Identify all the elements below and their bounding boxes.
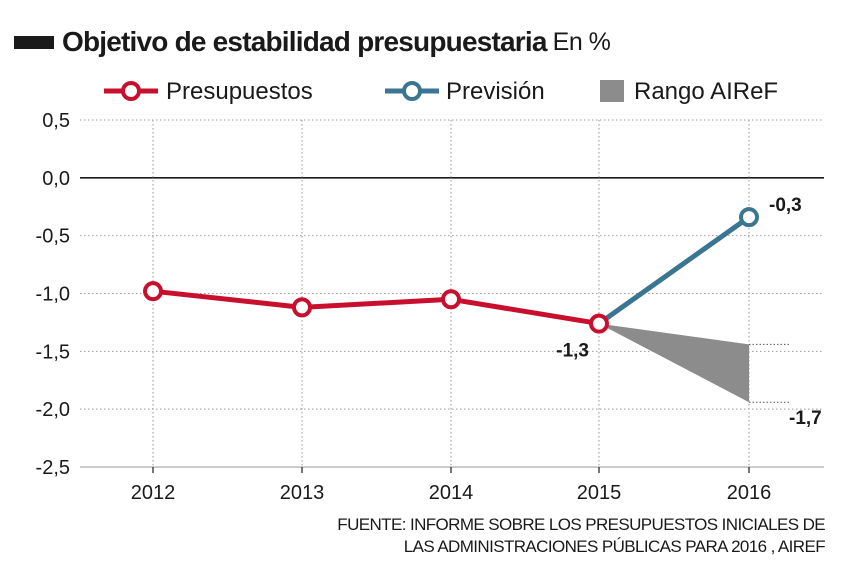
y-tick-label: -0,5 bbox=[36, 226, 70, 248]
legend-label-presupuestos: Presupuestos bbox=[166, 78, 313, 105]
legend: Presupuestos Previsión Rango AIReF bbox=[104, 78, 778, 105]
title-bar-marker bbox=[14, 35, 54, 49]
legend-marker-prevision bbox=[402, 81, 422, 101]
x-tick-label: 2013 bbox=[280, 482, 325, 504]
series-lines bbox=[143, 207, 759, 334]
y-tick-label: -1,0 bbox=[36, 284, 70, 306]
chart-subtitle: En % bbox=[552, 27, 611, 56]
x-tick-label: 2014 bbox=[429, 482, 474, 504]
data-point bbox=[292, 297, 312, 318]
y-axis-ticks: 0,5 0,0 -0,5 -1,0 -1,5 -2,0 -2,5 bbox=[36, 110, 70, 479]
chart-title: Objetivo de estabilidad presupuestaria bbox=[62, 26, 547, 57]
y-tick-label: -2,0 bbox=[36, 399, 70, 421]
data-point bbox=[441, 289, 461, 310]
x-tick-label: 2015 bbox=[577, 482, 622, 504]
y-tick-label: 0,5 bbox=[42, 110, 70, 132]
range-band-polygon bbox=[599, 323, 749, 403]
series-line-presupuestos bbox=[150, 288, 602, 327]
y-tick-label: -2,5 bbox=[36, 457, 70, 479]
data-label: -0,3 bbox=[769, 195, 802, 216]
data-point bbox=[739, 207, 759, 228]
series-line-prevision bbox=[596, 214, 752, 327]
data-label: -1,3 bbox=[556, 341, 589, 362]
x-tick-label: 2012 bbox=[131, 482, 176, 504]
range-band bbox=[599, 323, 790, 403]
x-axis-ticks: 2012 2013 2014 2015 2016 bbox=[131, 467, 772, 504]
legend-label-rango: Rango AIReF bbox=[634, 78, 778, 105]
legend-label-prevision: Previsión bbox=[446, 78, 545, 105]
source-line-1: FUENTE: INFORME SOBRE LOS PRESUPUESTOS I… bbox=[337, 515, 825, 534]
x-tick-label: 2016 bbox=[727, 482, 772, 504]
legend-swatch-rango bbox=[600, 80, 624, 102]
chart-header: Objetivo de estabilidad presupuestaria E… bbox=[14, 22, 611, 62]
data-point bbox=[589, 313, 609, 334]
source-note: FUENTE: INFORME SOBRE LOS PRESUPUESTOS I… bbox=[337, 514, 825, 558]
legend-marker-presupuestos bbox=[121, 81, 141, 101]
y-tick-label: 0,0 bbox=[42, 168, 70, 190]
source-line-2: LAS ADMINISTRACIONES PÚBLICAS PARA 2016 … bbox=[403, 537, 826, 556]
y-tick-label: -1,5 bbox=[36, 341, 70, 363]
data-point bbox=[143, 281, 163, 302]
data-labels: -0,3 -1,3 -1,7 bbox=[556, 195, 822, 429]
gridlines bbox=[80, 119, 824, 468]
data-label: -1,7 bbox=[789, 408, 822, 429]
